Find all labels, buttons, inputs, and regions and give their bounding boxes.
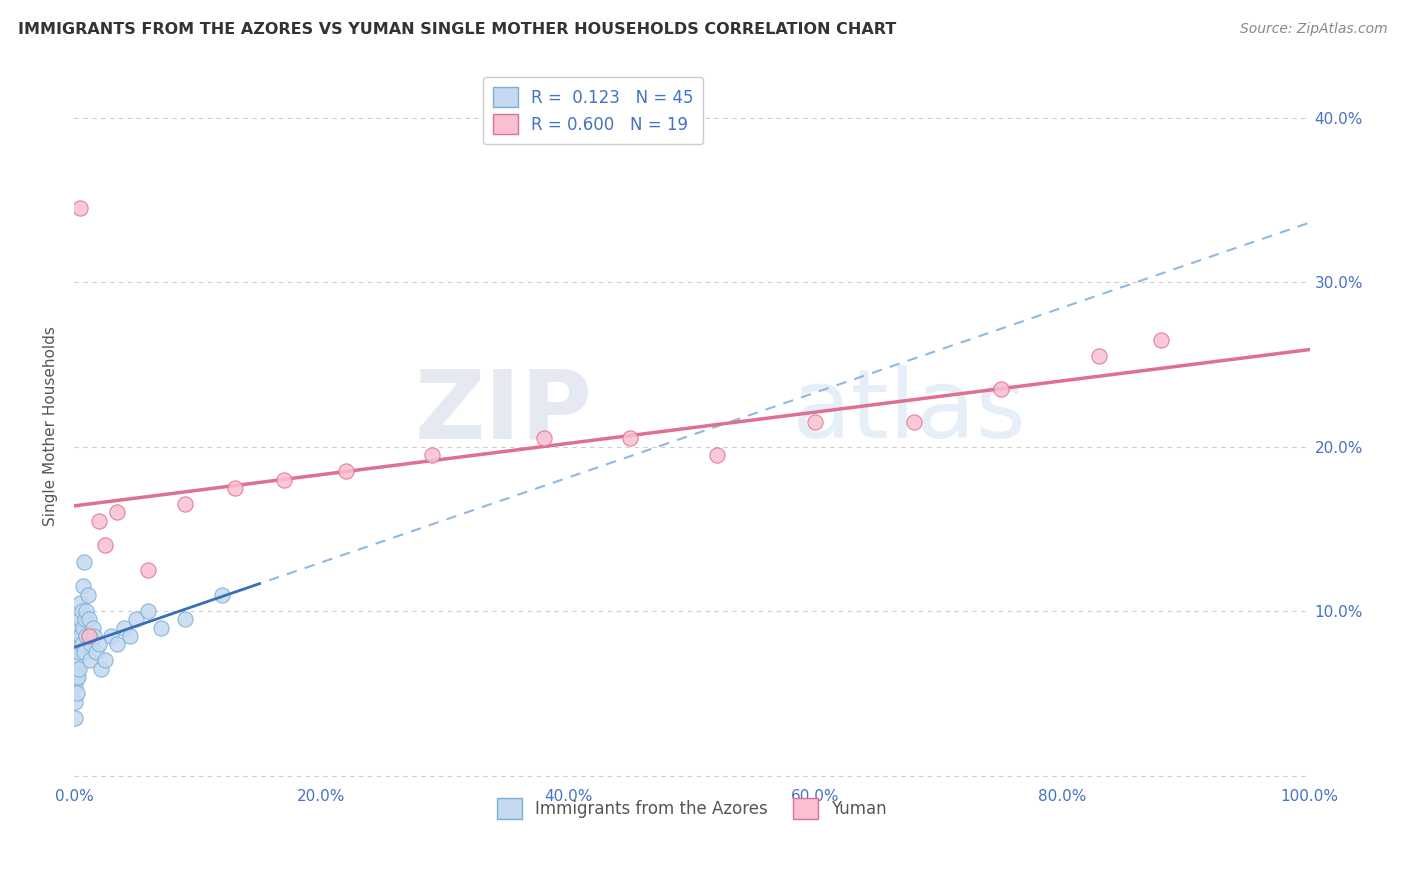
Point <box>903 415 925 429</box>
Point <box>1150 333 1173 347</box>
Point <box>67 621 90 635</box>
Point <box>105 505 128 519</box>
Point <box>72 621 94 635</box>
Point <box>335 464 357 478</box>
Point <box>105 637 128 651</box>
Point <box>67 662 90 676</box>
Point <box>211 588 233 602</box>
Point <box>66 670 89 684</box>
Point <box>70 604 93 618</box>
Point <box>65 686 87 700</box>
Point <box>69 596 91 610</box>
Point <box>112 621 135 635</box>
Point <box>66 621 89 635</box>
Point <box>533 432 555 446</box>
Point <box>83 629 105 643</box>
Point <box>86 645 108 659</box>
Point <box>804 415 827 429</box>
Point <box>65 645 87 659</box>
Point <box>65 694 87 708</box>
Point <box>619 432 641 446</box>
Point <box>65 670 87 684</box>
Point <box>77 629 100 643</box>
Point <box>990 382 1012 396</box>
Text: IMMIGRANTS FROM THE AZORES VS YUMAN SINGLE MOTHER HOUSEHOLDS CORRELATION CHART: IMMIGRANTS FROM THE AZORES VS YUMAN SING… <box>18 22 897 37</box>
Point <box>94 538 117 552</box>
Point <box>76 588 98 602</box>
Point <box>87 514 110 528</box>
Point <box>65 662 87 676</box>
Point <box>100 629 122 643</box>
Point <box>149 621 172 635</box>
Point <box>66 653 89 667</box>
Point <box>69 629 91 643</box>
Point <box>174 612 197 626</box>
Point <box>87 637 110 651</box>
Point <box>422 448 444 462</box>
Point <box>77 612 100 626</box>
Point <box>69 201 91 215</box>
Point <box>75 604 97 618</box>
Point <box>706 448 728 462</box>
Point <box>136 604 159 618</box>
Point <box>224 481 246 495</box>
Point <box>73 645 96 659</box>
Point <box>118 629 141 643</box>
Text: atlas: atlas <box>790 366 1026 458</box>
Text: ZIP: ZIP <box>415 366 593 458</box>
Text: Source: ZipAtlas.com: Source: ZipAtlas.com <box>1240 22 1388 37</box>
Point <box>94 653 117 667</box>
Point <box>75 612 97 626</box>
Y-axis label: Single Mother Households: Single Mother Households <box>44 326 58 526</box>
Point <box>82 621 104 635</box>
Legend: Immigrants from the Azores, Yuman: Immigrants from the Azores, Yuman <box>491 792 893 825</box>
Point <box>65 678 87 692</box>
Point <box>65 711 87 725</box>
Point <box>75 629 97 643</box>
Point <box>136 563 159 577</box>
Point <box>72 579 94 593</box>
Point <box>174 497 197 511</box>
Point <box>125 612 148 626</box>
Point <box>69 612 91 626</box>
Point <box>80 637 103 651</box>
Point <box>79 653 101 667</box>
Point <box>70 637 93 651</box>
Point <box>66 637 89 651</box>
Point <box>67 645 90 659</box>
Point <box>73 555 96 569</box>
Point <box>273 473 295 487</box>
Point <box>90 662 112 676</box>
Point <box>1088 349 1111 363</box>
